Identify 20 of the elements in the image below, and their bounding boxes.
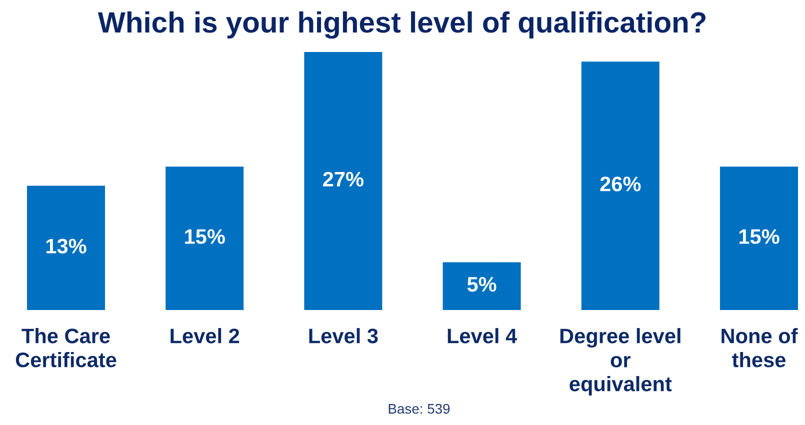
x-tick-label: Level 2 xyxy=(170,328,240,344)
data-label: 5% xyxy=(467,277,496,292)
x-tick-label: Degree level or equivalent xyxy=(560,328,680,396)
chart-title: Which is your highest level of qualification? xyxy=(98,11,706,39)
data-label: 15% xyxy=(739,229,780,244)
data-label: 27% xyxy=(323,172,364,187)
bar xyxy=(720,166,798,310)
x-tick-label: The Care Certificate xyxy=(16,328,116,368)
x-tick-label: Level 3 xyxy=(309,328,378,344)
x-tick-label: None of these xyxy=(722,328,798,368)
data-label: 26% xyxy=(600,176,641,192)
bar xyxy=(304,52,382,310)
bar xyxy=(442,262,521,310)
data-label: 13% xyxy=(46,238,86,254)
bar xyxy=(166,166,244,310)
bar xyxy=(27,186,105,310)
text: Base: 539 xyxy=(388,404,450,414)
x-tick-label: Level 4 xyxy=(448,328,518,344)
data-label: 15% xyxy=(185,229,225,244)
bar xyxy=(581,62,660,310)
